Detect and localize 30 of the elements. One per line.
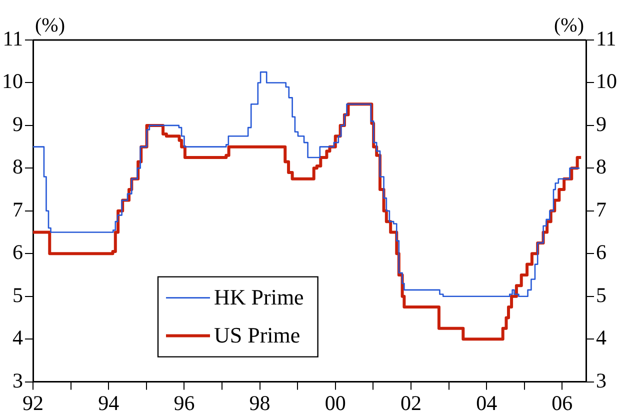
y-axis-title: (%) — [35, 14, 65, 36]
y2-axis-title: (%) — [554, 14, 584, 36]
x-tick-label: 92 — [22, 390, 44, 415]
x-tick-label: 02 — [400, 390, 422, 415]
y2-tick-label: 5 — [596, 282, 606, 307]
y2-tick-label: 11 — [596, 26, 616, 51]
y2-tick-label: 4 — [596, 326, 607, 350]
x-tick-label: 94 — [98, 390, 120, 415]
y-tick-label: 9 — [12, 112, 23, 136]
x-tick-label: 98 — [249, 390, 270, 415]
y2-tick-label: 9 — [596, 112, 606, 136]
y-tick-label: 4 — [12, 326, 24, 350]
y2-tick-label: 8 — [596, 154, 606, 179]
y2-tick-label: 3 — [596, 368, 606, 392]
y-tick-label: 5 — [12, 282, 23, 307]
y2-tick-label: 6 — [596, 240, 606, 264]
x-tick-label: 96 — [174, 390, 195, 415]
y-tick-label: 6 — [12, 240, 23, 264]
x-tick-label: 04 — [476, 390, 498, 415]
y-tick-label: 11 — [2, 26, 23, 51]
x-tick-label: 00 — [324, 390, 346, 415]
y-tick-label: 3 — [12, 368, 23, 392]
y2-tick-label: 7 — [596, 197, 606, 222]
y-tick-label: 8 — [12, 154, 23, 179]
x-tick-label: 06 — [552, 390, 573, 415]
legend-label: HK Prime — [214, 284, 304, 310]
legend-label: US Prime — [214, 322, 300, 348]
y2-tick-label: 10 — [596, 69, 617, 94]
y-tick-label: 7 — [12, 197, 23, 222]
y-tick-label: 10 — [2, 69, 23, 94]
